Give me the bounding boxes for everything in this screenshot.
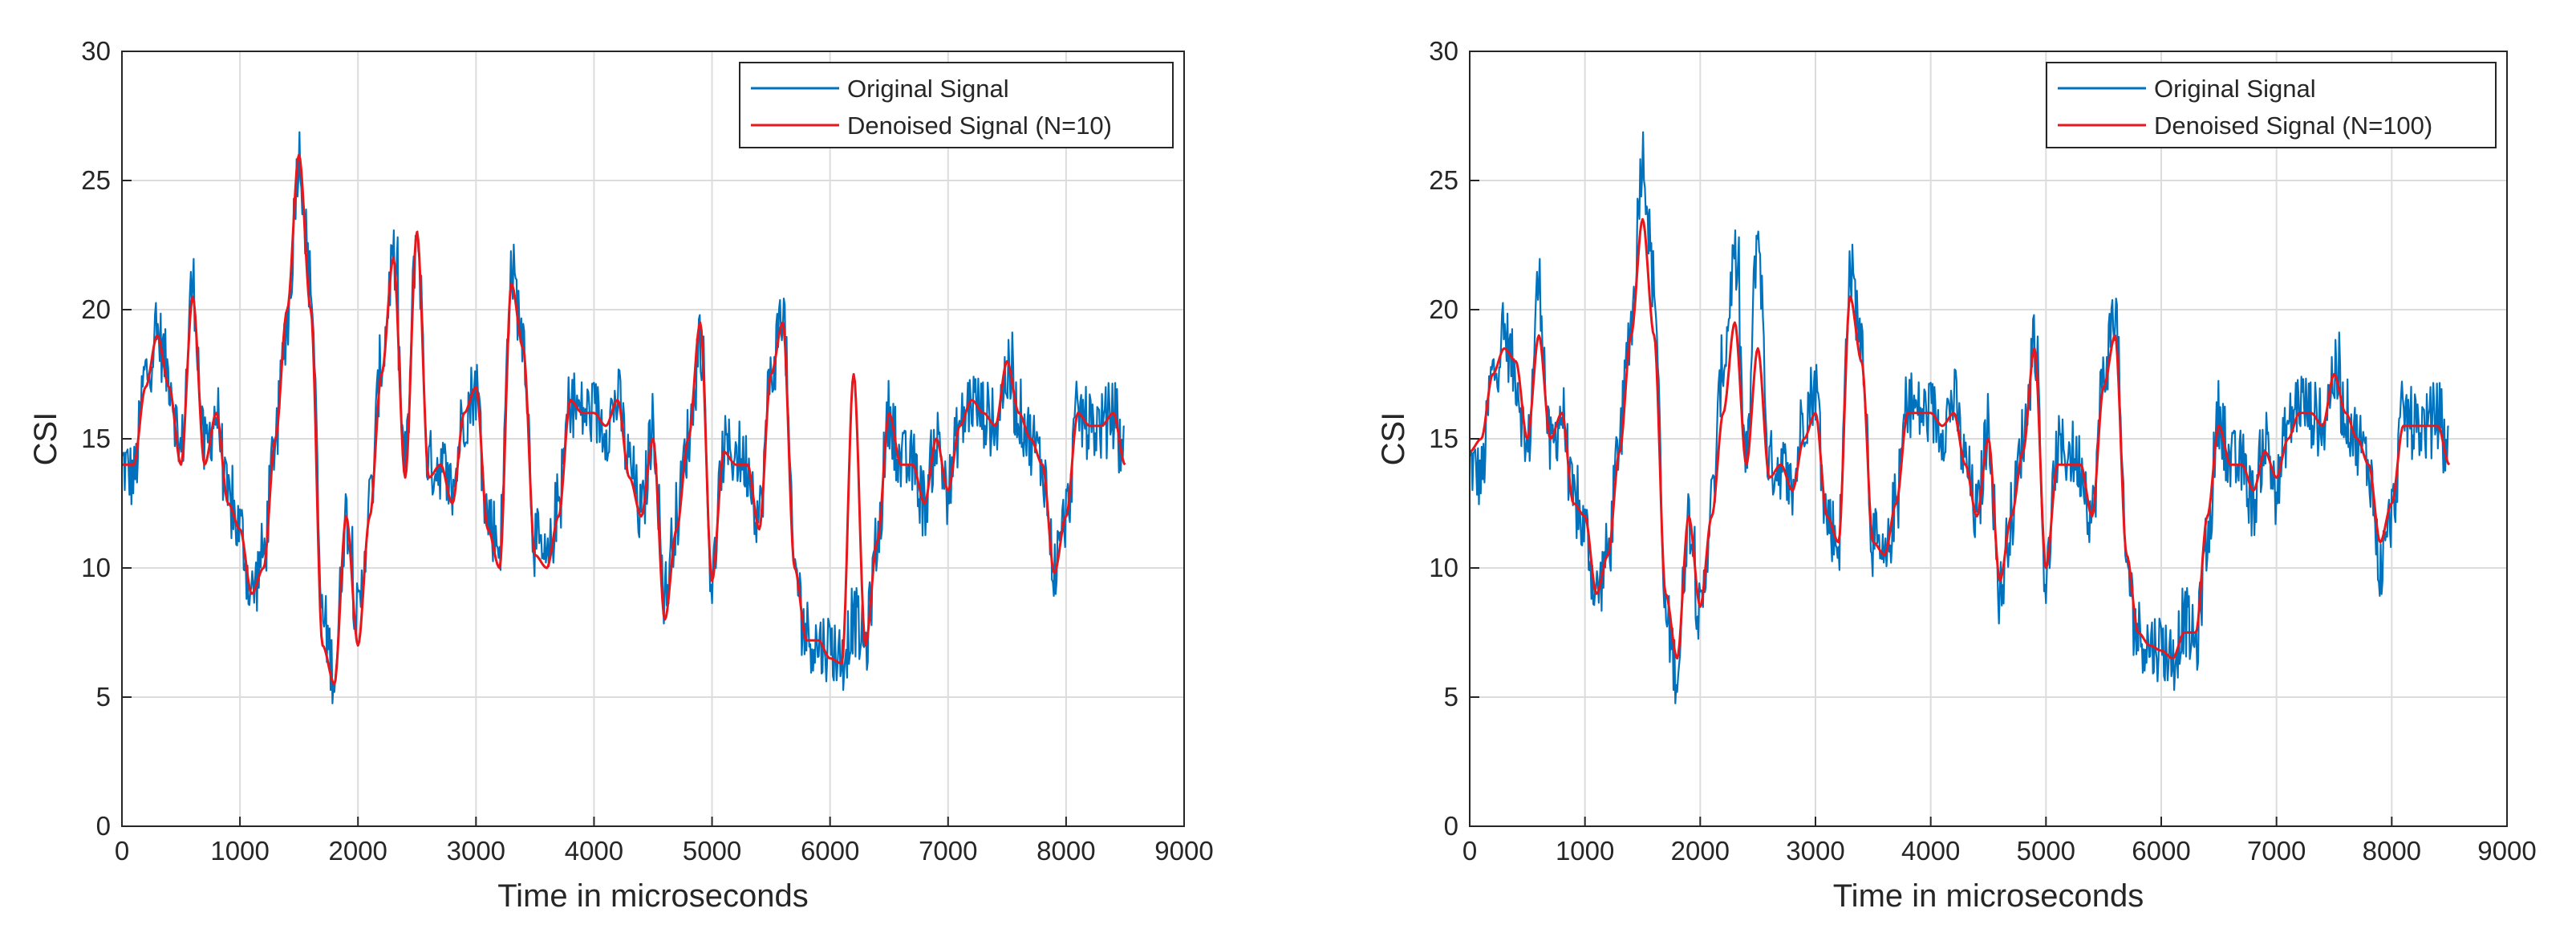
left-chart-panel: 0 1000 2000 3000 4000 5000 6000 7000 8000 9000 0 5 1… [28, 36, 1214, 914]
left-x-axis-label: Time in microseconds [497, 878, 809, 914]
x-tick-label: 2000 [329, 836, 387, 866]
left-legend: Original Signal Denoised Signal (N=10) [739, 62, 1174, 148]
x-tick-label: 3000 [447, 836, 505, 866]
y-tick-label: 10 [81, 553, 111, 582]
x-tick-label: 3000 [1786, 836, 1844, 866]
y-tick-label: 15 [1429, 424, 1458, 453]
x-tick-label: 5000 [2017, 836, 2075, 866]
right-chart-panel: 0 1000 2000 3000 4000 5000 6000 7000 8000 9000 0 5 1… [1376, 36, 2537, 914]
x-tick-label: 9000 [1154, 836, 1213, 866]
left-legend-label-original: Original Signal [847, 75, 1009, 103]
x-tick-label: 1000 [1556, 836, 1614, 866]
x-tick-label: 8000 [1036, 836, 1095, 866]
y-tick-label: 5 [1444, 682, 1458, 712]
y-tick-label: 25 [1429, 165, 1458, 195]
left-legend-label-denoised: Denoised Signal (N=10) [847, 112, 1112, 140]
y-tick-label: 10 [1429, 553, 1458, 582]
right-legend: Original Signal Denoised Signal (N=100) [2046, 62, 2497, 148]
x-tick-label: 6000 [2132, 836, 2190, 866]
x-tick-label: 9000 [2477, 836, 2536, 866]
y-tick-label: 30 [81, 36, 111, 66]
x-tick-label: 5000 [683, 836, 741, 866]
right-legend-box [2046, 62, 2497, 148]
left-y-axis-label: CSI [28, 412, 63, 466]
x-tick-label: 6000 [801, 836, 859, 866]
x-tick-label: 1000 [210, 836, 269, 866]
y-tick-label: 25 [81, 165, 111, 195]
x-tick-label: 2000 [1671, 836, 1730, 866]
x-tick-label: 7000 [919, 836, 977, 866]
y-tick-label: 15 [81, 424, 111, 453]
y-tick-label: 0 [96, 811, 111, 841]
series-denoised-signal [1469, 217, 2451, 660]
series-original-signal [1469, 131, 2449, 704]
right-y-axis-label: CSI [1376, 412, 1411, 466]
left-tick-labels: 0 1000 2000 3000 4000 5000 6000 7000 8000 9000 0 5 1… [81, 36, 1213, 866]
y-tick-label: 5 [96, 682, 111, 712]
right-legend-label-original: Original Signal [2154, 75, 2316, 103]
y-tick-label: 0 [1444, 811, 1458, 841]
x-tick-label: 7000 [2247, 836, 2306, 866]
left-legend-box [739, 62, 1174, 148]
x-tick-label: 4000 [565, 836, 623, 866]
x-tick-label: 4000 [1901, 836, 1960, 866]
series-denoised-signal [122, 153, 1126, 686]
y-tick-label: 30 [1429, 36, 1458, 66]
left-series-group [121, 131, 1126, 704]
right-legend-label-denoised: Denoised Signal (N=100) [2154, 112, 2432, 140]
x-tick-label: 0 [115, 836, 129, 866]
y-tick-label: 20 [81, 294, 111, 324]
right-x-axis-label: Time in microseconds [1833, 878, 2144, 914]
x-tick-label: 0 [1462, 836, 1477, 866]
right-series-group [1469, 131, 2451, 704]
y-tick-label: 20 [1429, 294, 1458, 324]
right-tick-labels: 0 1000 2000 3000 4000 5000 6000 7000 8000 9000 0 5 1… [1429, 36, 2536, 866]
x-tick-label: 8000 [2363, 836, 2421, 866]
